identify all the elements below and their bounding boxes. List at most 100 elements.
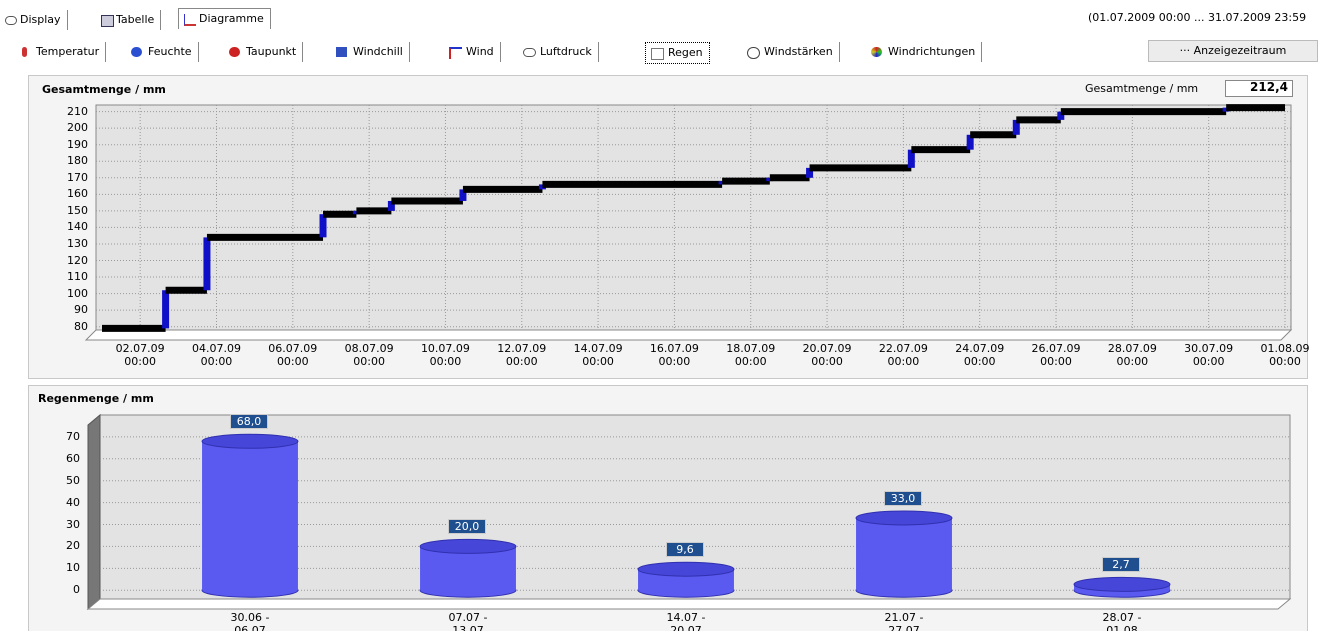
icon bbox=[651, 48, 664, 60]
y-tick-label: 190 bbox=[67, 137, 88, 151]
subtab-label: Windchill bbox=[353, 45, 403, 58]
icon bbox=[449, 47, 462, 59]
y-tick-label: 60 bbox=[66, 451, 80, 465]
x-tick-label: 14.07 - 20.07 bbox=[666, 611, 706, 631]
subtab[interactable]: Wind bbox=[444, 42, 501, 62]
icon bbox=[22, 47, 27, 57]
y-tick-label: 50 bbox=[66, 473, 80, 487]
x-tick-label: 04.07.09 00:00 bbox=[191, 342, 241, 368]
value-label: 2,7 bbox=[1102, 557, 1140, 573]
x-tick-label: 21.07 - 27.07 bbox=[884, 611, 924, 631]
y-tick-label: 90 bbox=[74, 303, 88, 317]
plot-floor bbox=[84, 329, 1293, 341]
tab[interactable]: Tabelle bbox=[96, 10, 162, 30]
x-tick-label: 30.07.09 00:00 bbox=[1184, 342, 1234, 368]
bar-top bbox=[201, 433, 299, 449]
subtab[interactable]: Luftdruck bbox=[518, 42, 599, 62]
y-tick-label: 210 bbox=[67, 104, 88, 118]
y-tick-label: 130 bbox=[67, 236, 88, 250]
chart-title: Regenmenge / mm bbox=[38, 392, 154, 405]
icon bbox=[101, 15, 114, 27]
subtab-label: Wind bbox=[466, 45, 494, 58]
y-tick-label: 40 bbox=[66, 495, 80, 509]
subtab-label: Taupunkt bbox=[246, 45, 297, 58]
y-tick-label: 180 bbox=[67, 154, 88, 168]
subtab-label: Feuchte bbox=[148, 45, 192, 58]
subtab-label: Luftdruck bbox=[540, 45, 592, 58]
tab-label: Diagramme bbox=[199, 12, 264, 25]
x-tick-label: 12.07.09 00:00 bbox=[497, 342, 547, 368]
x-tick-label: 28.07 - 01.08 bbox=[1102, 611, 1142, 631]
plot-floor bbox=[86, 598, 1292, 610]
total-value: 212,4 bbox=[1225, 80, 1293, 97]
x-tick-label: 01.08.09 00:00 bbox=[1260, 342, 1310, 368]
bar-top bbox=[855, 510, 953, 526]
plot-area bbox=[95, 104, 1292, 331]
x-tick-label: 20.07.09 00:00 bbox=[802, 342, 852, 368]
chart-title: Gesamtmenge / mm bbox=[42, 83, 166, 96]
tab-label: Display bbox=[20, 13, 61, 26]
subtab[interactable]: Feuchte bbox=[126, 42, 199, 62]
y-tick-label: 80 bbox=[74, 319, 88, 333]
bar bbox=[202, 441, 298, 591]
x-tick-label: 16.07.09 00:00 bbox=[649, 342, 699, 368]
y-tick-label: 150 bbox=[67, 203, 88, 217]
icon bbox=[336, 47, 347, 57]
x-tick-label: 07.07 - 13.07 bbox=[448, 611, 488, 631]
x-tick-label: 26.07.09 00:00 bbox=[1031, 342, 1081, 368]
subtab-label: Windrichtungen bbox=[888, 45, 976, 58]
y-tick-label: 10 bbox=[66, 561, 80, 575]
subtab-label: Regen bbox=[668, 46, 703, 59]
subtab-label: Windstärken bbox=[764, 45, 833, 58]
y-tick-label: 170 bbox=[67, 170, 88, 184]
y-tick-label: 100 bbox=[67, 286, 88, 300]
x-tick-label: 14.07.09 00:00 bbox=[573, 342, 623, 368]
icon bbox=[871, 47, 882, 57]
y-tick-label: 0 bbox=[73, 583, 80, 597]
subtab[interactable]: Temperatur bbox=[14, 42, 107, 62]
bar-top bbox=[419, 538, 517, 554]
value-label: 33,0 bbox=[884, 490, 922, 506]
y-tick-label: 140 bbox=[67, 220, 88, 234]
tab-label: Tabelle bbox=[116, 13, 155, 26]
y-tick-label: 160 bbox=[67, 187, 88, 201]
date-range: (01.07.2009 00:00 ... 31.07.2009 23:59 bbox=[1088, 11, 1307, 24]
button[interactable]: ··· Anzeigezeitraum bbox=[1148, 40, 1318, 62]
x-tick-label: 30.06 - 06.07 bbox=[230, 611, 270, 631]
tab-active[interactable]: Diagramme bbox=[178, 8, 271, 29]
value-label: 20,0 bbox=[448, 519, 486, 535]
x-tick-label: 10.07.09 00:00 bbox=[420, 342, 470, 368]
x-tick-label: 28.07.09 00:00 bbox=[1107, 342, 1157, 368]
bar-top bbox=[1073, 576, 1171, 592]
subtab[interactable]: Windrichtungen bbox=[866, 42, 983, 62]
icon bbox=[523, 48, 536, 57]
total-label: Gesamtmenge / mm bbox=[1085, 82, 1199, 95]
y-tick-label: 70 bbox=[66, 429, 80, 443]
bar-top bbox=[637, 561, 735, 577]
x-tick-label: 24.07.09 00:00 bbox=[955, 342, 1005, 368]
bar bbox=[856, 517, 952, 591]
y-tick-label: 120 bbox=[67, 253, 88, 267]
tab[interactable]: Display bbox=[0, 10, 68, 30]
value-label: 9,6 bbox=[666, 542, 704, 558]
value-label: 68,0 bbox=[230, 414, 268, 430]
y-tick-label: 110 bbox=[67, 270, 88, 284]
x-tick-label: 02.07.09 00:00 bbox=[115, 342, 165, 368]
subtab[interactable]: Windstärken bbox=[742, 42, 840, 62]
icon bbox=[747, 47, 760, 59]
icon bbox=[229, 47, 240, 57]
y-tick-label: 30 bbox=[66, 517, 80, 531]
plot-wall bbox=[87, 413, 101, 611]
subtab-active[interactable]: Regen bbox=[645, 42, 710, 64]
x-tick-label: 22.07.09 00:00 bbox=[878, 342, 928, 368]
subtab[interactable]: Windchill bbox=[331, 42, 410, 62]
y-tick-label: 20 bbox=[66, 539, 80, 553]
icon bbox=[5, 16, 17, 25]
subtab-label: Temperatur bbox=[36, 45, 100, 58]
x-tick-label: 06.07.09 00:00 bbox=[268, 342, 318, 368]
subtab[interactable]: Taupunkt bbox=[224, 42, 304, 62]
x-tick-label: 08.07.09 00:00 bbox=[344, 342, 394, 368]
icon bbox=[131, 47, 142, 57]
